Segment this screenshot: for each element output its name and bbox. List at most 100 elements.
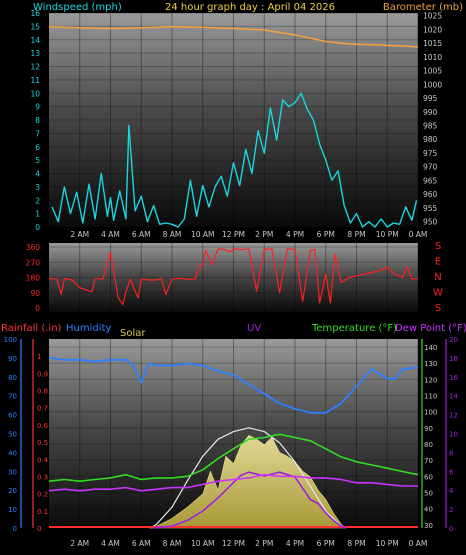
windspeed-tick-label: 10 xyxy=(30,89,40,98)
humidity-axis-title: Humidity xyxy=(66,323,111,334)
windspeed-axis-title: Windspeed (mph) xyxy=(33,2,122,13)
barometer-tick-labels: 950 955 960 965 970 975 980 985 990 995 1000 1005 10… xyxy=(423,12,442,227)
wind-direction-series xyxy=(48,248,419,306)
barometer-tick-label: 950 xyxy=(423,218,438,227)
temperature-tick-label: 110 xyxy=(424,393,437,401)
rainfall-tick-label: 1 xyxy=(37,353,41,361)
x-tick-label: 4 AM xyxy=(101,539,120,548)
wind-panel-x-tick-labels: 2 AM 4 AM 6 AM 8 AM 10 AM 12 PM 2 PM 4 PM 6 PM 8 … xyxy=(70,230,427,239)
humidity-line xyxy=(48,357,419,414)
temperature-tick-label: 140 xyxy=(424,344,437,352)
windspeed-tick-label: 1 xyxy=(35,210,40,219)
barometer-tick-label: 1010 xyxy=(423,53,442,62)
x-tick-label: 2 AM xyxy=(70,230,89,239)
compass-label: S xyxy=(435,241,441,252)
x-tick-label: 2 PM xyxy=(255,230,273,239)
uv-legend-label: UV xyxy=(247,323,261,334)
wind-direction-tick-label: 360 xyxy=(26,243,41,252)
uv-tick-label: 10 xyxy=(449,431,458,439)
rainfall-tick-label: 0.5 xyxy=(37,439,48,447)
x-tick-label: 6 AM xyxy=(132,230,151,239)
rainfall-axis-title: Rainfall (.in) xyxy=(1,323,62,334)
barometer-tick-label: 1025 xyxy=(423,12,442,21)
x-tick-label: 4 PM xyxy=(286,230,304,239)
barometer-tick-label: 990 xyxy=(423,108,438,117)
humidity-tick-label: 60 xyxy=(8,412,17,420)
x-tick-label: 8 AM xyxy=(163,230,182,239)
uv-tick-label: 18 xyxy=(449,355,458,363)
rainfall-tick-label: 0.1 xyxy=(37,508,48,516)
x-tick-label: 6 PM xyxy=(317,230,335,239)
solar-legend-label: Solar xyxy=(120,328,146,339)
barometer-tick-label: 985 xyxy=(423,121,438,130)
temperature-tick-label: 80 xyxy=(424,441,433,449)
rainfall-tick-label: 0.7 xyxy=(37,405,48,413)
wind-direction-tick-label: 180 xyxy=(26,274,41,283)
x-tick-label: 8 AM xyxy=(163,539,182,548)
humidity-tick-label: 70 xyxy=(8,393,17,401)
barometer-tick-label: 970 xyxy=(423,163,438,172)
humidity-tick-label: 40 xyxy=(8,449,17,457)
uv-tick-label: 6 xyxy=(449,468,454,476)
windspeed-tick-label: 5 xyxy=(35,156,40,165)
humidity-tick-label: 50 xyxy=(8,431,17,439)
temperature-tick-label: 90 xyxy=(424,425,433,433)
uv-tick-label: 20 xyxy=(449,336,458,344)
temperature-tick-label: 100 xyxy=(424,409,437,417)
windspeed-tick-label: 4 xyxy=(35,170,40,179)
wind-direction-grid xyxy=(49,243,419,312)
temperature-line xyxy=(48,433,419,483)
wind-panel-series xyxy=(48,25,419,228)
weather-panel-axes: 00.10.20.30.40.50.60.70.80.9101020304050… xyxy=(4,336,459,533)
barometer-axis-title: Barometer (mb) xyxy=(383,2,463,13)
humidity-tick-label: 0 xyxy=(13,525,17,533)
wind-direction-tick-label: 0 xyxy=(35,304,40,313)
barometer-tick-label: 965 xyxy=(423,176,438,185)
uv-tick-label: 4 xyxy=(449,487,454,495)
wind-panel-background xyxy=(49,13,418,227)
x-tick-label: 8 PM xyxy=(347,539,365,548)
uv-tick-label: 2 xyxy=(449,506,453,514)
solar-series xyxy=(148,427,347,529)
wind-direction-tick-label: 270 xyxy=(26,258,41,267)
windspeed-tick-label: 12 xyxy=(30,63,40,72)
x-tick-label: 10 PM xyxy=(376,230,399,239)
rainfall-tick-label: 0.4 xyxy=(37,456,49,464)
compass-label: E xyxy=(435,257,441,268)
barometer-tick-label: 1015 xyxy=(423,39,442,48)
x-tick-label: 12 PM xyxy=(222,230,245,239)
dewpoint-axis-title: Dew Point (°F) xyxy=(395,323,466,334)
windspeed-tick-label: 14 xyxy=(30,36,40,45)
windspeed-tick-label: 13 xyxy=(30,49,40,58)
temperature-tick-label: 70 xyxy=(424,457,433,465)
wind-direction-line xyxy=(48,248,419,306)
uv-tick-label: 0 xyxy=(449,525,453,533)
humidity-tick-label: 100 xyxy=(4,336,17,344)
weather-panel-grid xyxy=(49,339,419,528)
humidity-tick-label: 20 xyxy=(8,487,17,495)
wind-direction-tick-labels: 0 90 180 270 360 xyxy=(26,243,41,313)
humidity-tick-label: 30 xyxy=(8,468,17,476)
humidity-tick-label: 80 xyxy=(8,374,17,382)
x-tick-label: 6 PM xyxy=(317,539,335,548)
temperature-tick-label: 130 xyxy=(424,360,437,368)
uv-tick-label: 8 xyxy=(449,449,453,457)
dewpoint-line xyxy=(48,473,418,492)
x-tick-label: 10 AM xyxy=(191,230,215,239)
windspeed-tick-label: 2 xyxy=(35,196,40,205)
barometer-tick-label: 980 xyxy=(423,135,438,144)
barometer-tick-label: 1000 xyxy=(423,80,442,89)
windspeed-tick-label: 16 xyxy=(30,9,40,18)
temperature-tick-label: 60 xyxy=(424,473,433,481)
x-tick-label: 2 AM xyxy=(70,539,89,548)
windspeed-tick-label: 7 xyxy=(35,129,40,138)
windspeed-line xyxy=(51,92,418,228)
barometer-tick-label: 975 xyxy=(423,149,438,158)
barometer-tick-label: 955 xyxy=(423,204,438,213)
x-tick-label: 0 AM xyxy=(409,539,428,548)
uv-tick-label: 16 xyxy=(449,374,458,382)
